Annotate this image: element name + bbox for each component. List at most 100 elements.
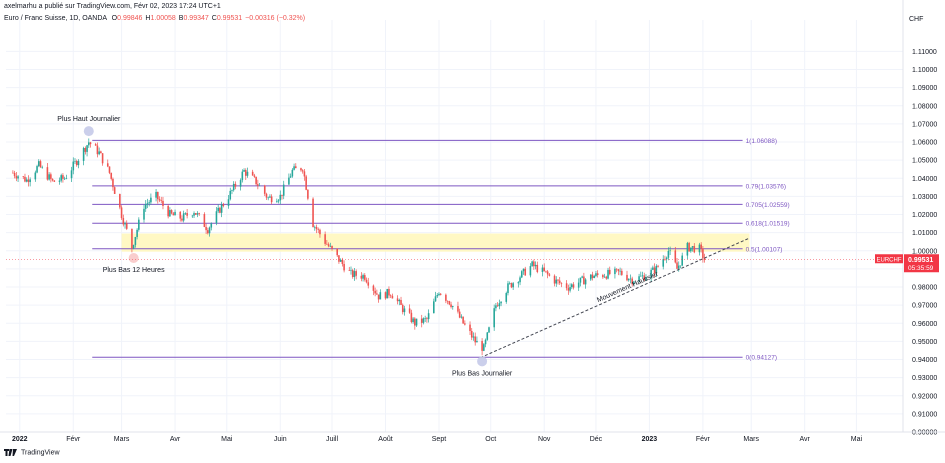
- candle-body: [246, 171, 249, 176]
- candle-body: [158, 199, 161, 201]
- ohlc-label: C: [211, 15, 217, 22]
- tradingview-logo-text: TradingView: [21, 449, 60, 457]
- time-tick-label: Juin: [274, 436, 287, 443]
- candle-body: [690, 247, 692, 252]
- candle-body: [558, 280, 561, 284]
- candle-body: [676, 262, 678, 269]
- candle-body: [364, 275, 366, 280]
- candle-body: [679, 265, 682, 267]
- candle-body: [291, 169, 294, 177]
- candle-body: [362, 275, 364, 279]
- price-tick-label: 1.03000: [912, 194, 937, 201]
- candle-body: [426, 318, 428, 320]
- price-tick-label: 1.04000: [912, 176, 937, 183]
- candle-body: [533, 261, 535, 267]
- candle-body: [113, 187, 116, 194]
- ohlc-values: O0.99846 H1.00058 B0.99347 C0.99531 −0.00316…: [109, 15, 305, 22]
- candle-body: [664, 259, 666, 260]
- trendline-group: Mouvement Haussier: [480, 237, 750, 359]
- candle-body: [657, 265, 659, 267]
- candle-body: [125, 223, 128, 229]
- candle-body: [510, 283, 513, 288]
- time-tick-label: Oct: [485, 436, 496, 443]
- candle-body: [220, 204, 223, 213]
- candle-body: [112, 178, 114, 188]
- candle-body: [565, 283, 568, 289]
- fib-level-label: 1(1.06088): [746, 138, 777, 145]
- candle-body: [374, 290, 376, 294]
- candle-body: [553, 275, 556, 284]
- candle-body: [414, 318, 416, 326]
- candle-body: [614, 268, 616, 275]
- candle-body: [674, 250, 677, 263]
- candle-body: [210, 223, 213, 228]
- candle-body: [495, 305, 497, 309]
- candle-body: [143, 208, 145, 220]
- price-axis[interactable]: 1.11000 1.10000 1.09000 1.08000 1.07000 1.060…: [902, 0, 937, 437]
- candle-body: [170, 210, 173, 214]
- time-tick-label: Avr: [170, 436, 181, 443]
- candle-body: [37, 161, 40, 167]
- candle-body: [481, 340, 483, 351]
- candle-body: [401, 304, 404, 313]
- candle-body: [655, 265, 658, 274]
- candle-body: [555, 279, 558, 284]
- candle-body: [258, 185, 261, 187]
- candle-body: [522, 268, 525, 272]
- candle-body: [422, 318, 425, 323]
- candle-body: [75, 161, 78, 166]
- candle-body: [241, 171, 244, 181]
- candle-body: [282, 184, 285, 196]
- candle-body: [476, 340, 478, 343]
- symbol-tag-text: EURCHF: [877, 257, 902, 263]
- candle-body: [457, 306, 459, 312]
- candle-body: [82, 148, 85, 161]
- candle-body: [698, 244, 701, 253]
- candle-body: [191, 215, 194, 217]
- candle-body: [615, 268, 618, 270]
- candle-body: [474, 336, 476, 343]
- candle-body: [15, 176, 18, 179]
- candle-body: [106, 163, 109, 167]
- time-tick-label: Mai: [851, 436, 863, 443]
- candle-body: [458, 311, 461, 318]
- candle-body: [324, 234, 326, 244]
- candle-body: [162, 200, 164, 206]
- candle-body: [665, 257, 668, 260]
- candle-body: [512, 283, 514, 288]
- candle-body: [65, 178, 68, 179]
- candle-body: [438, 293, 440, 296]
- candle-body: [150, 197, 152, 203]
- price-tick-label: 0.96000: [912, 321, 937, 328]
- candle-body: [74, 161, 76, 162]
- candle-body: [217, 207, 219, 212]
- candle-body: [288, 177, 290, 185]
- candle-body: [607, 269, 609, 279]
- candle-body: [229, 190, 232, 200]
- candle-body: [379, 292, 382, 300]
- candle-body: [276, 201, 278, 203]
- price-tick-label: 0.95000: [912, 339, 937, 346]
- candle-body: [596, 273, 599, 276]
- annotation-label: Plus Haut Journalier: [57, 116, 121, 123]
- price-tick-label: 1.09000: [912, 85, 937, 92]
- candle-body: [317, 229, 320, 230]
- candle-body: [88, 142, 90, 146]
- candle-body: [410, 312, 413, 323]
- candle-body: [265, 193, 268, 198]
- candle-body: [412, 318, 414, 323]
- price-tag-box: [904, 254, 939, 273]
- candle-body: [424, 318, 426, 319]
- candle-body: [572, 284, 575, 288]
- candle-body: [589, 274, 592, 280]
- candle-body: [662, 259, 665, 267]
- candle-body: [36, 166, 38, 173]
- candle-body: [702, 248, 704, 259]
- time-tick-label: 2022: [12, 436, 28, 443]
- candle-body: [517, 282, 520, 284]
- tradingview-logo[interactable]: TradingView: [4, 449, 60, 456]
- time-axis[interactable]: 2022 Févr Mars Avr Mai Juin Juill Août Sept Oct No…: [0, 431, 945, 443]
- candle-body: [493, 308, 495, 328]
- candle-body: [277, 200, 280, 202]
